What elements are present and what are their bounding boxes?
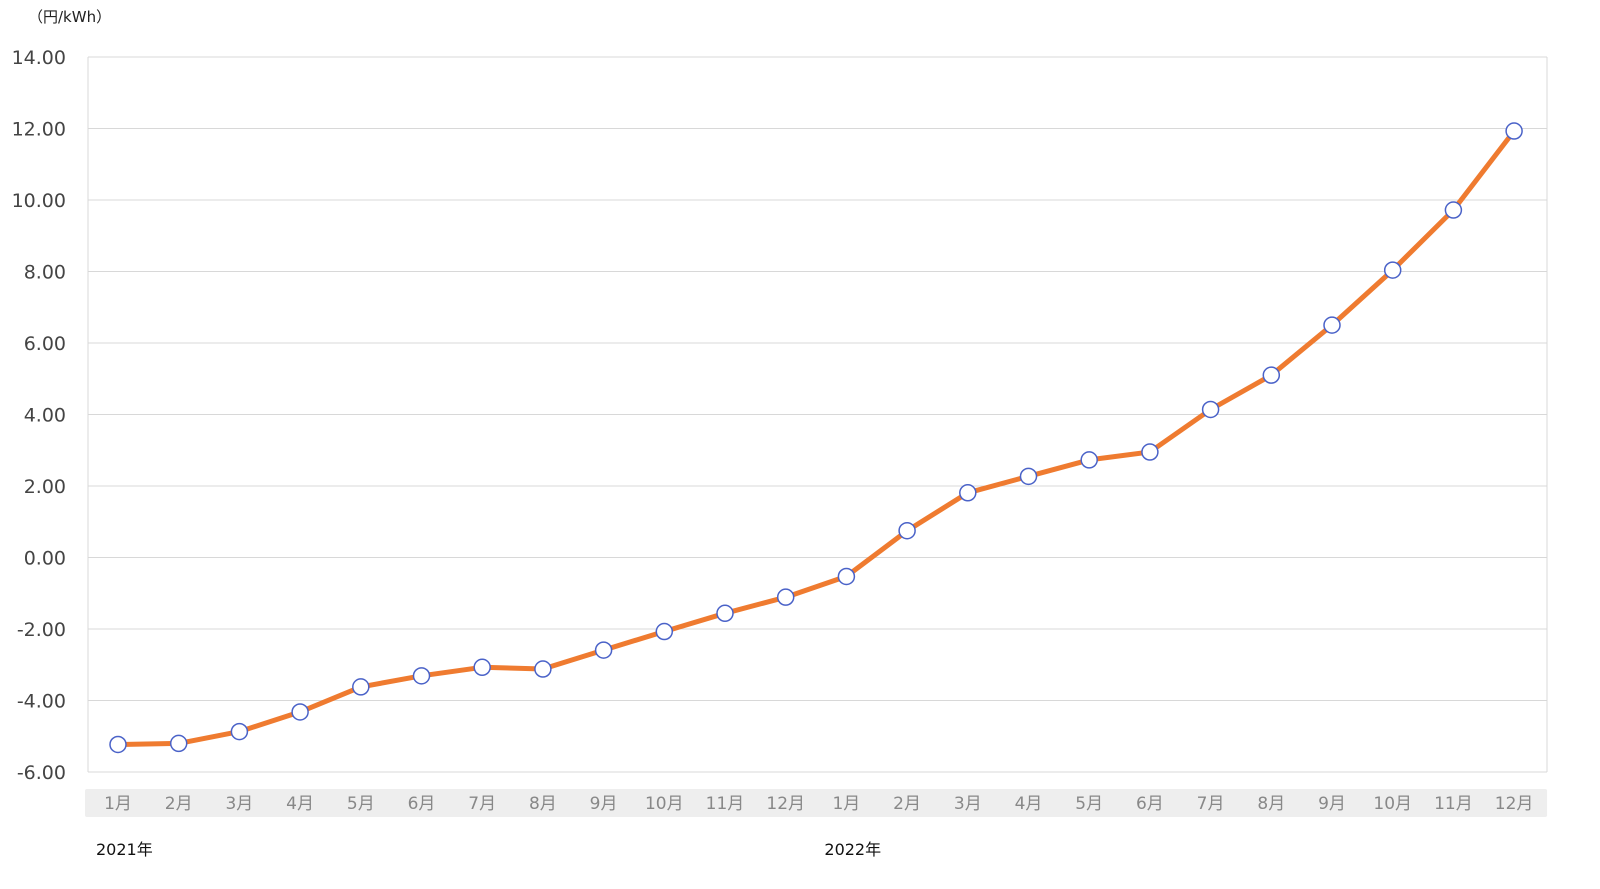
data-point[interactable] [1444, 201, 1463, 219]
x-tick-label: 4月 [286, 794, 314, 814]
x-tick-label: 9月 [590, 794, 618, 814]
data-point[interactable] [473, 658, 491, 677]
data-point[interactable] [655, 622, 674, 641]
data-point[interactable] [1019, 467, 1038, 486]
y-tick-label: 2.00 [24, 476, 66, 498]
y-tick-label: 0.00 [24, 548, 66, 570]
y-tick-label: -6.00 [17, 762, 66, 784]
x-tick-label: 9月 [1318, 794, 1346, 814]
x-axis: 1月 2月 3月 4月 5月 6月 7月 8月 9月 10月 11月 12月 1月 2月 3月 4月 5月 6月 7… [104, 794, 1533, 814]
data-point[interactable] [291, 703, 309, 721]
y-tick-label: 10.00 [12, 190, 66, 212]
x-tick-label: 2月 [893, 794, 921, 814]
x-tick-label: 8月 [529, 794, 557, 814]
year-label: 2022年 [824, 840, 881, 859]
data-point[interactable] [109, 735, 127, 754]
x-tick-label: 10月 [645, 794, 684, 814]
data-points [109, 122, 1523, 754]
y-tick-label: -4.00 [17, 691, 66, 713]
x-tick-label: 6月 [408, 794, 436, 814]
data-point[interactable] [1262, 366, 1281, 384]
x-tick-label: 7月 [1197, 794, 1225, 814]
data-point[interactable] [169, 734, 188, 753]
y-tick-label: 8.00 [24, 262, 66, 284]
series-line-group [115, 128, 1517, 747]
x-tick-label: 12月 [1495, 794, 1534, 814]
x-axis-bands [85, 789, 1548, 817]
x-tick-label: 3月 [954, 794, 982, 814]
x-tick-label: 8月 [1257, 794, 1285, 814]
data-point[interactable] [716, 604, 734, 623]
series-line [115, 128, 1517, 747]
y-axis: 14.00 12.00 10.00 8.00 6.00 4.00 2.00 0.00 -2.00… [12, 47, 66, 784]
x-tick-label: 11月 [1434, 794, 1473, 814]
x-tick-label: 5月 [347, 794, 375, 814]
data-point[interactable] [898, 521, 916, 540]
grid-lines [87, 56, 1548, 773]
x-tick-label: 10月 [1373, 794, 1412, 814]
data-point[interactable] [1383, 261, 1402, 279]
data-point[interactable] [1141, 443, 1159, 461]
x-tick-label: 6月 [1136, 794, 1164, 814]
year-label: 2021年 [96, 840, 153, 859]
data-point[interactable] [776, 588, 795, 606]
data-point[interactable] [1323, 316, 1341, 334]
x-tick-label: 3月 [225, 794, 253, 814]
y-tick-label: 14.00 [12, 47, 66, 69]
data-point[interactable] [594, 641, 613, 659]
y-tick-label: -2.00 [17, 619, 66, 641]
x-tick-label: 7月 [468, 794, 496, 814]
x-tick-label: 5月 [1075, 794, 1103, 814]
data-point[interactable] [1505, 122, 1523, 140]
x-axis-band [813, 789, 1548, 817]
data-point[interactable] [837, 567, 856, 586]
data-point[interactable] [230, 722, 249, 741]
y-tick-label: 6.00 [24, 333, 66, 355]
data-point[interactable] [352, 678, 370, 696]
x-tick-label: 1月 [104, 794, 132, 814]
x-tick-label: 11月 [706, 794, 745, 814]
year-labels: 2021年 2022年 [96, 840, 881, 859]
x-axis-band [85, 789, 819, 817]
x-tick-label: 12月 [766, 794, 805, 814]
data-point[interactable] [534, 660, 552, 678]
data-point[interactable] [959, 484, 977, 502]
x-tick-label: 2月 [165, 794, 193, 814]
x-tick-label: 1月 [832, 794, 860, 814]
unit-label: （円/kWh） [28, 8, 112, 26]
x-tick-label: 4月 [1015, 794, 1043, 814]
data-point[interactable] [1201, 400, 1220, 419]
data-point[interactable] [412, 667, 431, 685]
data-point[interactable] [1080, 451, 1098, 469]
y-tick-label: 12.00 [12, 119, 66, 141]
y-tick-label: 4.00 [24, 405, 66, 427]
